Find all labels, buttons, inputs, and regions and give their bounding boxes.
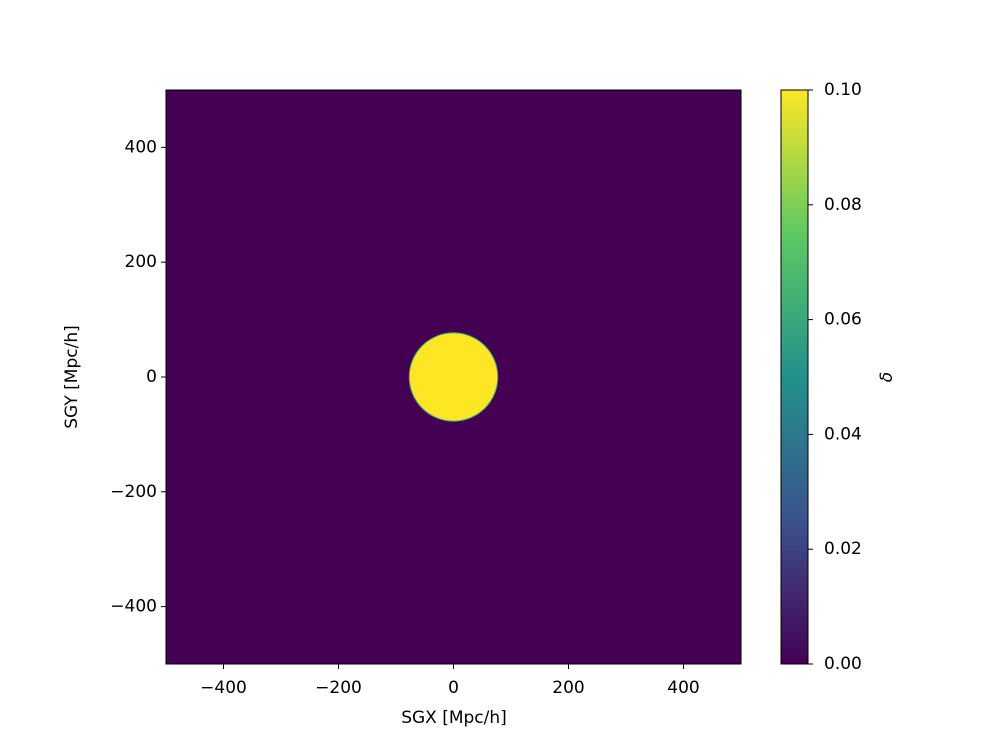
x-tick-label: 0 [448, 678, 459, 698]
colorbar-tick-label: 0.06 [824, 310, 862, 330]
x-tick-label: −400 [200, 678, 247, 698]
colorbar-label: δ [877, 372, 897, 382]
colorbar-tick-label: 0.00 [824, 654, 862, 674]
y-tick-label: 0 [146, 367, 157, 387]
colorbar [780, 89, 809, 665]
y-tick-label: 200 [125, 252, 157, 272]
y-tick-label: 400 [125, 137, 157, 157]
y-tick-label: −400 [110, 597, 157, 617]
disk [408, 332, 499, 422]
colorbar-tick-label: 0.08 [824, 195, 862, 215]
x-tick-label: −200 [315, 678, 362, 698]
colorbar-tick-label: 0.04 [824, 424, 862, 444]
colorbar-tick-label: 0.10 [824, 80, 862, 100]
y-axis-label: SGY [Mpc/h] [62, 325, 82, 428]
plot-area [166, 90, 741, 664]
x-tick-label: 200 [552, 678, 584, 698]
x-tick-label: 400 [667, 678, 699, 698]
colorbar-tick-label: 0.02 [824, 539, 862, 559]
y-tick-label: −200 [110, 482, 157, 502]
x-axis-label: SGX [Mpc/h] [401, 708, 507, 728]
